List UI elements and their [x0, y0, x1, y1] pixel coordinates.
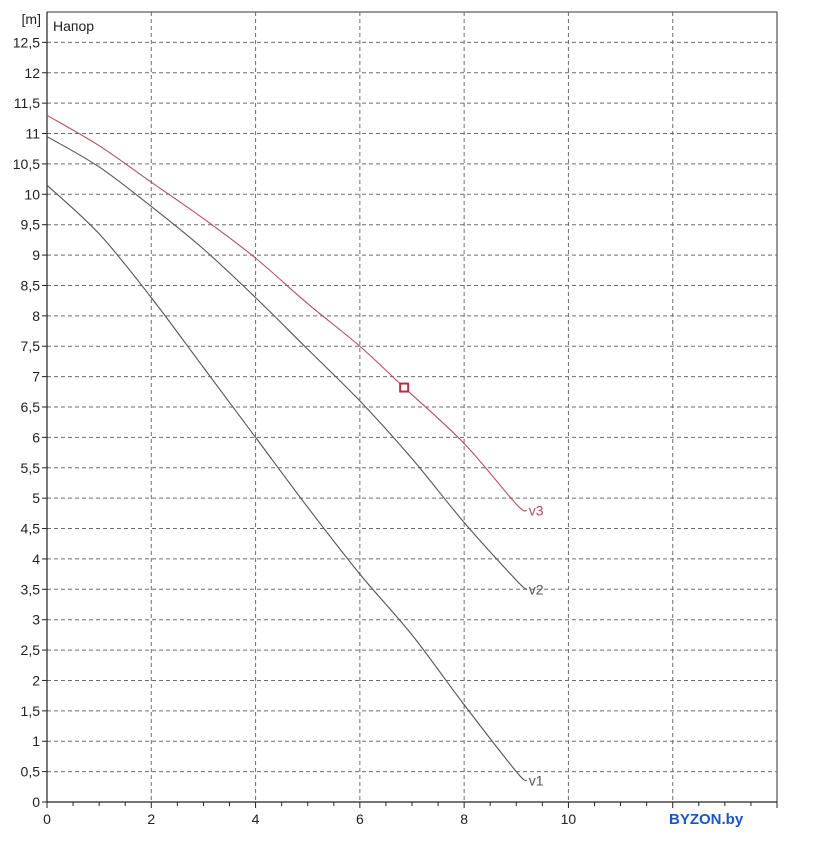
x-tick-label: 6	[356, 811, 364, 827]
y-tick-label: 9,5	[21, 217, 41, 233]
y-tick-label: 6	[32, 429, 40, 445]
series-layer	[46, 114, 528, 782]
grid-layer	[46, 11, 778, 803]
x-tick-label: 0	[43, 811, 51, 827]
y-tick-label: 3	[32, 612, 40, 628]
watermark-logo: BYZON.by	[663, 808, 750, 831]
y-tick-label: 5,5	[21, 460, 41, 476]
y-tick-label: 3,5	[21, 581, 41, 597]
y-tick-label: 8	[32, 308, 40, 324]
y-tick-label: 12	[24, 65, 40, 81]
y-tick-label: 0	[32, 794, 40, 810]
x-tick-label: 8	[460, 811, 468, 827]
y-tick-label: 8,5	[21, 277, 41, 293]
y-tick-label: 11	[25, 126, 40, 142]
label-layer: [m] Напор v1 v2 v3	[22, 11, 544, 789]
x-tick-label: 2	[147, 811, 155, 827]
y-tick-label: 2	[32, 672, 40, 688]
y-tick-label: 10,5	[13, 156, 40, 172]
y-tick-label: 11,5	[14, 95, 40, 111]
series-line-v2	[46, 136, 528, 590]
y-tick-label: 9	[32, 247, 40, 263]
series-label-v1: v1	[529, 773, 544, 789]
y-tick-label: 2,5	[21, 642, 41, 658]
operating-point-marker	[399, 382, 410, 393]
y-tick-label: 1,5	[21, 703, 41, 719]
y-tick-label: 7,5	[21, 338, 41, 354]
x-tick-label: 10	[561, 811, 577, 827]
series-label-v2: v2	[529, 581, 544, 597]
y-tick-label: 7	[32, 369, 40, 385]
y-tick-label: 4	[32, 551, 40, 567]
series-line-v3	[46, 114, 527, 512]
y-tick-label: 5	[32, 490, 40, 506]
y-unit-label: [m]	[22, 11, 41, 27]
y-tick-label: 12,5	[13, 34, 40, 50]
axis-layer: 00,511,522,533,544,555,566,577,588,599,5…	[13, 12, 778, 827]
y-tick-label: 10	[24, 186, 40, 202]
x-tick-label: 4	[252, 811, 260, 827]
y-tick-label: 4,5	[21, 521, 41, 537]
y-axis-title: Напор	[53, 18, 94, 34]
series-line-v1	[46, 184, 528, 782]
y-tick-label: 6,5	[21, 399, 41, 415]
y-tick-label: 0,5	[21, 764, 41, 780]
series-label-v3: v3	[529, 502, 544, 518]
y-tick-label: 1	[32, 733, 40, 749]
